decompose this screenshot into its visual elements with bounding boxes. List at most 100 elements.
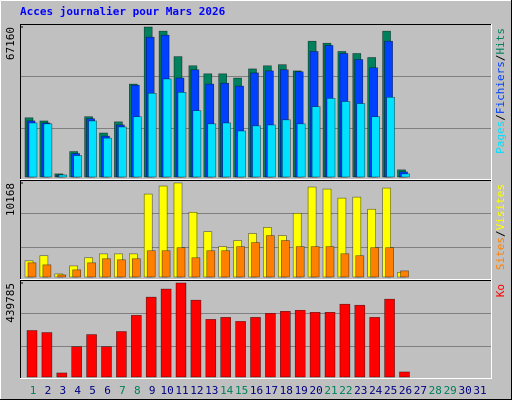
bar — [160, 288, 172, 378]
bar — [369, 317, 381, 378]
legend-entry: Hits — [494, 28, 507, 55]
chart-title: Acces journalier pour Mars 2026 — [20, 5, 226, 18]
bar — [176, 247, 186, 278]
bar — [41, 332, 53, 378]
x-tick-label: 15 — [235, 384, 248, 397]
bar — [311, 106, 321, 178]
bar — [72, 269, 81, 278]
bar — [88, 120, 97, 178]
bar — [355, 255, 365, 278]
legend-entry: Pages — [494, 121, 507, 154]
legend: Sites/Visites — [494, 184, 507, 270]
x-tick-label: 8 — [134, 384, 141, 397]
x-tick-label: 23 — [354, 384, 367, 397]
bar — [296, 123, 306, 178]
bar — [58, 174, 68, 178]
bar — [265, 313, 276, 378]
bar — [401, 173, 410, 178]
legend: Pages/Fichiers/Hits — [494, 28, 507, 154]
bar — [71, 346, 82, 378]
bar — [384, 298, 395, 378]
legend-separator: / — [494, 230, 507, 237]
x-tick-label: 30 — [458, 384, 471, 397]
x-tick-label: 6 — [104, 384, 111, 397]
bar — [220, 317, 231, 378]
x-tick-label: 17 — [265, 384, 278, 397]
bar — [207, 123, 217, 178]
bar — [42, 264, 52, 278]
y-tick-label: 439785 — [4, 283, 17, 323]
bar — [371, 116, 381, 178]
bar — [57, 274, 67, 278]
bar — [324, 312, 336, 378]
bar — [205, 319, 217, 378]
bar — [356, 103, 366, 178]
bar — [86, 334, 97, 378]
x-tick-label: 26 — [399, 384, 412, 397]
x-tick-label: 28 — [429, 384, 442, 397]
x-tick-label: 24 — [369, 384, 383, 397]
x-tick-label: 25 — [384, 384, 397, 397]
x-tick-label: 29 — [444, 384, 457, 397]
bar — [221, 250, 230, 278]
x-tick-label: 18 — [280, 384, 293, 397]
bar — [281, 119, 291, 178]
bar — [354, 304, 366, 378]
legend-entry: Ko — [494, 284, 507, 297]
x-tick-label: 22 — [339, 384, 352, 397]
bar — [341, 101, 351, 178]
bar — [222, 122, 231, 178]
bar — [192, 110, 202, 178]
bar — [190, 299, 202, 378]
bar — [399, 371, 410, 378]
bar — [175, 282, 187, 378]
x-tick-label: 9 — [149, 384, 156, 397]
bar — [251, 242, 260, 278]
bar — [252, 125, 261, 178]
x-tick-label: 27 — [414, 384, 427, 397]
legend-entry: Visites — [494, 184, 507, 230]
x-tick-label: 31 — [473, 384, 486, 397]
bar — [117, 259, 126, 278]
bar — [147, 92, 157, 178]
bar — [27, 262, 37, 278]
bar — [131, 315, 142, 378]
x-tick-label: 1 — [30, 384, 37, 397]
x-tick-label: 4 — [74, 384, 81, 397]
bar — [132, 258, 141, 278]
bar — [280, 240, 290, 278]
bar — [295, 246, 305, 278]
bar — [339, 303, 351, 378]
bar — [102, 258, 111, 278]
x-tick-label: 20 — [309, 384, 322, 397]
bar — [310, 246, 320, 278]
bar — [294, 309, 306, 378]
x-tick-label: 14 — [220, 384, 234, 397]
bar — [73, 155, 82, 178]
x-tick-label: 3 — [59, 384, 66, 397]
legend-entry: Sites — [494, 237, 507, 270]
bar — [103, 137, 112, 178]
bar — [177, 92, 187, 178]
y-tick-label: 10168 — [4, 183, 17, 216]
bar — [87, 262, 96, 278]
bar — [146, 250, 156, 278]
bar — [267, 124, 276, 178]
bar — [340, 253, 350, 278]
x-tick-label: 7 — [119, 384, 126, 397]
bar — [370, 247, 380, 278]
bar — [191, 257, 201, 278]
bar — [116, 331, 127, 378]
bar — [161, 250, 171, 278]
bar — [26, 330, 38, 378]
bar — [101, 346, 112, 378]
bar — [237, 130, 246, 178]
legend-separator: / — [494, 114, 507, 121]
x-tick-label: 5 — [89, 384, 96, 397]
bar — [325, 246, 335, 278]
bar — [145, 296, 157, 378]
bar — [236, 246, 245, 278]
bar — [279, 310, 291, 378]
bar — [386, 96, 395, 178]
